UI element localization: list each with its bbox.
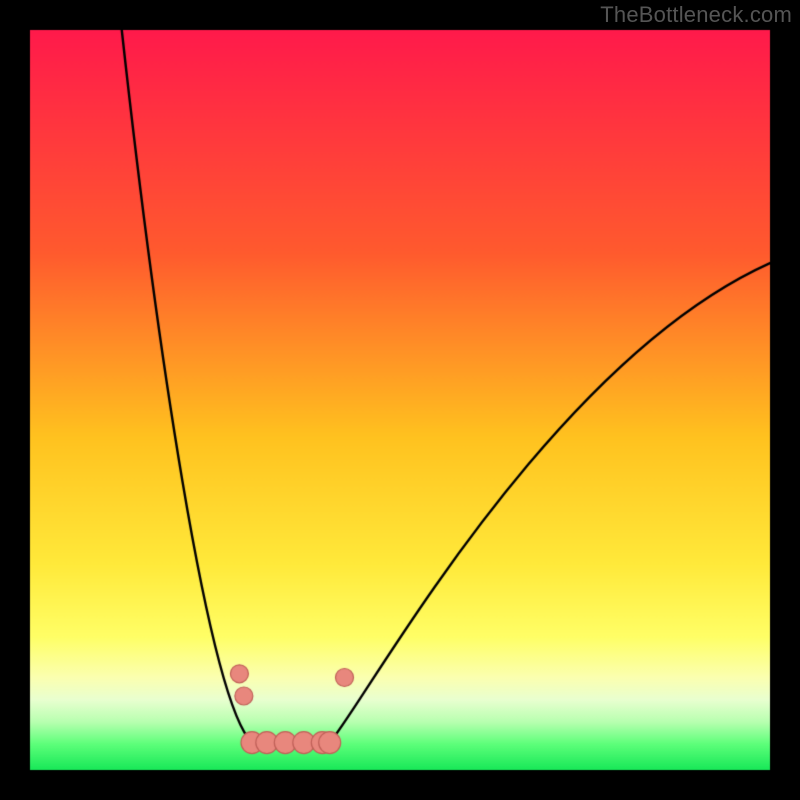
bottleneck-chart-canvas — [0, 0, 800, 800]
watermark-text: TheBottleneck.com — [600, 2, 792, 28]
